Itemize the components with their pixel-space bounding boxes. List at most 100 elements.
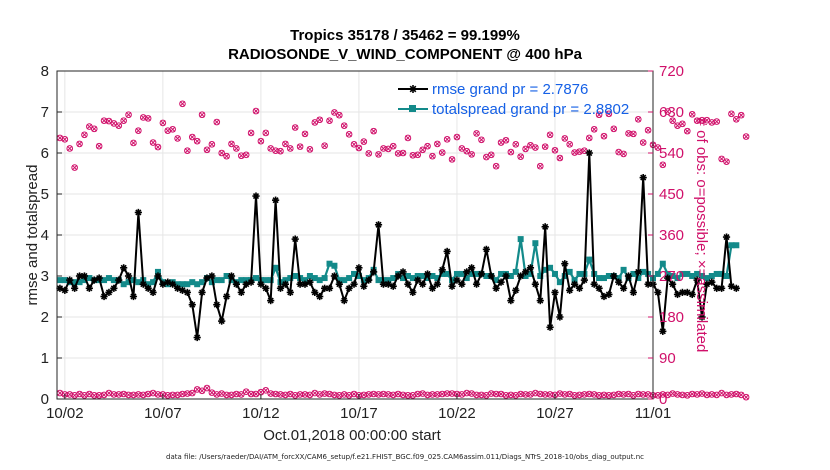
asterisk-stroke	[620, 285, 627, 292]
asterisk-stroke	[586, 149, 593, 157]
obs-count-marker	[81, 131, 88, 139]
obs-count-low-marker	[703, 391, 711, 399]
obs-possible-circle	[733, 115, 740, 123]
obs-count-marker	[233, 145, 240, 152]
obs-count-low-marker	[115, 391, 123, 398]
totalspread-point	[189, 279, 196, 286]
y-tick-label: 6	[41, 145, 49, 162]
obs-count-low-marker	[404, 392, 412, 399]
obs-count-low-marker	[164, 392, 172, 399]
rmse-point	[321, 284, 329, 292]
totalspread-point	[556, 279, 563, 286]
obs-count-low-marker	[610, 391, 618, 399]
asterisk-stroke	[228, 272, 235, 280]
rmse-point	[198, 288, 206, 296]
obs-count-low-marker	[478, 391, 485, 399]
totalspread-point	[101, 277, 108, 284]
asterisk-stroke	[257, 281, 264, 288]
y-right-tick-label: 0	[659, 391, 667, 408]
obs-assimilated-cross	[547, 132, 553, 138]
obs-assimilated-cross	[160, 120, 166, 126]
obs-count-low-marker	[81, 392, 88, 399]
obs-assimilated-cross	[346, 131, 352, 138]
totalspread-point	[605, 273, 612, 279]
totalspread-point	[439, 270, 446, 277]
obs-assimilated-cross	[76, 391, 83, 397]
obs-assimilated-cross	[120, 391, 127, 397]
obs-assimilated-cross	[223, 153, 230, 159]
asterisk-stroke	[728, 283, 735, 290]
obs-count-low-marker	[463, 389, 471, 397]
obs-assimilated-cross	[630, 392, 637, 399]
obs-possible-circle	[473, 391, 480, 399]
asterisk-stroke	[385, 281, 392, 288]
obs-possible-circle	[429, 152, 436, 160]
totalspread-point	[429, 273, 436, 279]
obs-assimilated-cross	[532, 144, 539, 151]
asterisk-stroke	[262, 285, 269, 292]
obs-possible-circle	[188, 389, 196, 397]
obs-possible-circle	[728, 391, 735, 398]
obs-possible-circle	[409, 151, 417, 159]
obs-assimilated-cross	[660, 391, 666, 398]
obs-possible-circle	[458, 145, 466, 152]
asterisk-stroke	[96, 274, 103, 282]
obs-possible-circle	[321, 142, 328, 150]
obs-possible-circle	[90, 392, 98, 399]
asterisk-stroke	[571, 281, 578, 288]
totalspread-point	[360, 277, 367, 284]
obs-assimilated-cross	[664, 392, 671, 398]
rmse-point	[453, 276, 461, 284]
obs-count-low-marker	[213, 391, 221, 398]
obs-count-marker	[434, 140, 441, 148]
obs-assimilated-cross	[214, 119, 220, 125]
obs-possible-circle	[536, 162, 544, 170]
obs-count-marker	[237, 152, 245, 160]
asterisk-stroke	[282, 281, 289, 288]
obs-assimilated-cross	[699, 117, 705, 123]
obs-assimilated-cross	[414, 152, 421, 158]
rmse-point	[492, 284, 500, 292]
totalspread-point	[252, 275, 259, 282]
totalspread-point	[199, 279, 206, 286]
obs-assimilated-cross	[522, 146, 529, 152]
obs-possible-circle	[708, 119, 716, 126]
asterisk-stroke	[198, 289, 206, 296]
obs-count-low-marker	[340, 391, 348, 398]
obs-possible-circle	[566, 141, 573, 148]
obs-assimilated-cross	[606, 111, 612, 117]
rmse-point	[169, 280, 177, 288]
obs-count-marker	[218, 149, 225, 157]
obs-assimilated-cross	[101, 117, 107, 124]
obs-count-marker	[375, 151, 382, 158]
obs-count-low-marker	[546, 391, 554, 398]
asterisk-stroke	[233, 281, 240, 288]
obs-assimilated-cross	[316, 116, 323, 123]
obs-count-low-marker	[365, 391, 373, 398]
asterisk-stroke	[723, 233, 730, 241]
asterisk-stroke	[640, 174, 647, 181]
obs-possible-circle	[620, 391, 627, 398]
obs-assimilated-cross	[424, 392, 431, 398]
totalspread-point	[458, 270, 465, 277]
asterisk-stroke	[375, 221, 382, 228]
rmse-point	[669, 280, 677, 288]
obs-possible-circle	[326, 117, 333, 124]
asterisk-stroke	[164, 279, 171, 286]
rmse-point	[100, 292, 108, 301]
obs-possible-circle	[326, 390, 333, 398]
obs-assimilated-cross	[684, 392, 691, 399]
rmse-point	[61, 286, 69, 294]
asterisk-stroke	[223, 293, 230, 300]
obs-count-marker	[733, 115, 740, 123]
asterisk-stroke	[395, 272, 402, 280]
obs-assimilated-cross	[488, 390, 495, 397]
asterisk-stroke	[169, 281, 176, 288]
obs-count-marker	[95, 142, 103, 150]
obs-assimilated-cross	[429, 391, 436, 398]
legend-rmse-label: rmse grand pr = 2.7876	[432, 81, 588, 98]
obs-possible-circle	[247, 390, 255, 398]
obs-possible-circle	[532, 389, 539, 397]
obs-count-marker	[193, 137, 201, 145]
obs-count-marker	[654, 144, 662, 151]
